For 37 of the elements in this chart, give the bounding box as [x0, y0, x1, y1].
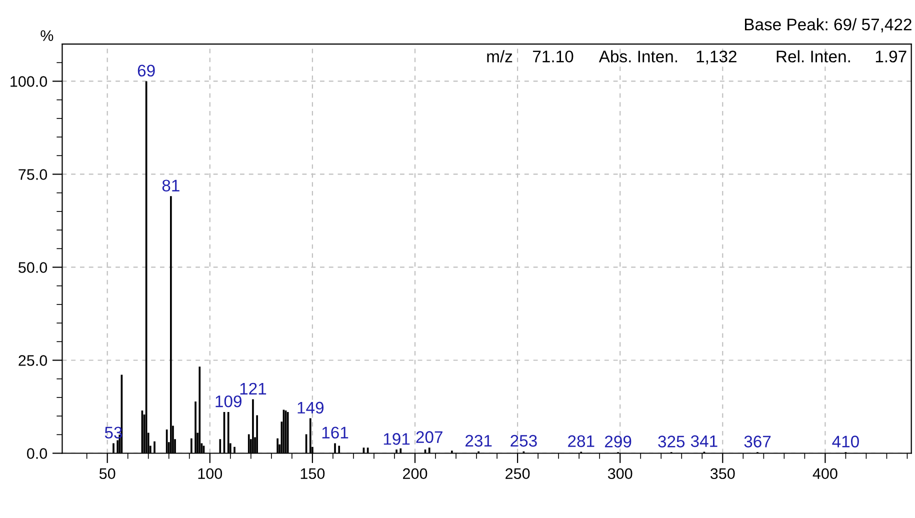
annotation: 341	[690, 435, 718, 448]
y-tick-label: 75.0	[18, 169, 48, 180]
x-tick-label: 350	[710, 468, 735, 480]
annotation: 1.97	[876, 50, 906, 62]
x-tick-label: 200	[403, 468, 428, 480]
annotation: 325	[658, 436, 685, 448]
y-tick-label: 50.0	[18, 262, 48, 273]
x-tick-label: 250	[506, 468, 530, 480]
annotation: 81	[162, 180, 180, 192]
x-tick-label: 150	[300, 468, 325, 480]
y-tick-label: 25.0	[18, 355, 48, 366]
annotation: 121	[240, 382, 266, 394]
annotation: 253	[510, 434, 537, 447]
annotation: 410	[832, 436, 859, 448]
annotation: 1,132	[696, 50, 736, 64]
y-axis-title: %	[40, 30, 54, 41]
annotation: 109	[216, 395, 242, 408]
annotation: 191	[384, 433, 410, 445]
annotation: 281	[568, 435, 594, 448]
annotation: 367	[744, 436, 771, 448]
text: Base Peak: 69/ 57,422	[744, 18, 912, 32]
annotation: 69	[138, 64, 155, 77]
y-tick-label: 0.0	[26, 448, 48, 459]
annotation: 299	[604, 436, 632, 448]
annotation: 149	[298, 402, 324, 414]
annotation: Rel. Inten.	[776, 50, 850, 62]
annotation: Abs. Inten.	[598, 50, 678, 62]
x-tick-label: 100	[198, 468, 222, 480]
annotation: m/z	[487, 50, 512, 62]
annotation: 161	[322, 426, 348, 439]
x-tick-label: 50	[99, 468, 116, 480]
annotation: 231	[466, 434, 492, 447]
y-tick-label: 100.0	[10, 76, 48, 87]
x-tick-label: 400	[812, 468, 838, 480]
annotation: 207	[416, 431, 442, 443]
annotation: 71.10	[533, 50, 574, 62]
x-tick-label: 300	[608, 468, 632, 480]
